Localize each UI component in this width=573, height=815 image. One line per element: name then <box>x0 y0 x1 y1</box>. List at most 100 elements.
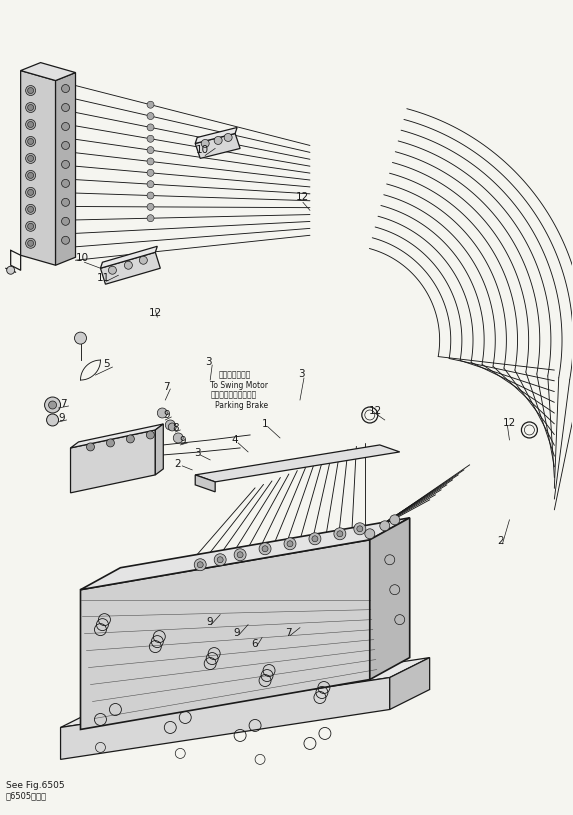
Circle shape <box>224 134 232 142</box>
Circle shape <box>26 170 36 180</box>
Polygon shape <box>61 677 390 760</box>
Circle shape <box>259 543 271 555</box>
Circle shape <box>194 559 206 570</box>
Text: 12: 12 <box>369 406 382 416</box>
Polygon shape <box>80 518 410 590</box>
Circle shape <box>61 85 69 93</box>
Text: See Fig.6505: See Fig.6505 <box>6 781 64 790</box>
Circle shape <box>147 147 154 153</box>
Circle shape <box>28 240 34 246</box>
Circle shape <box>127 435 135 443</box>
Circle shape <box>7 267 15 274</box>
Circle shape <box>158 408 167 418</box>
Circle shape <box>61 104 69 112</box>
Circle shape <box>26 136 36 147</box>
Circle shape <box>26 187 36 197</box>
Circle shape <box>26 153 36 164</box>
Polygon shape <box>195 475 215 492</box>
Text: 9: 9 <box>163 410 170 420</box>
Polygon shape <box>100 253 160 284</box>
Text: 12: 12 <box>148 308 162 318</box>
Polygon shape <box>21 71 56 265</box>
Circle shape <box>284 538 296 550</box>
Circle shape <box>28 173 34 178</box>
Circle shape <box>45 397 61 413</box>
Polygon shape <box>100 246 158 268</box>
Text: 3: 3 <box>194 448 201 458</box>
Text: 3: 3 <box>205 357 212 367</box>
Circle shape <box>147 192 154 199</box>
Circle shape <box>173 433 183 443</box>
Circle shape <box>28 189 34 196</box>
Text: 9: 9 <box>233 628 240 637</box>
Text: 3: 3 <box>298 369 305 379</box>
Text: 10: 10 <box>76 253 89 263</box>
Text: 8: 8 <box>172 423 179 433</box>
Circle shape <box>147 124 154 131</box>
Circle shape <box>390 515 400 525</box>
Text: 4: 4 <box>231 435 238 445</box>
Polygon shape <box>21 63 76 81</box>
Circle shape <box>312 535 318 542</box>
Circle shape <box>61 218 69 225</box>
Text: 5: 5 <box>104 359 110 369</box>
Text: 2: 2 <box>174 459 181 469</box>
Text: 12: 12 <box>503 418 516 428</box>
Circle shape <box>201 139 209 148</box>
Polygon shape <box>195 445 400 482</box>
Circle shape <box>107 439 115 447</box>
Circle shape <box>197 562 203 568</box>
Text: 2: 2 <box>497 535 504 546</box>
Circle shape <box>217 557 223 562</box>
Circle shape <box>61 179 69 187</box>
Polygon shape <box>390 658 430 710</box>
Circle shape <box>61 198 69 206</box>
Circle shape <box>337 531 343 537</box>
Circle shape <box>354 522 366 535</box>
Circle shape <box>334 528 346 540</box>
Polygon shape <box>61 658 430 728</box>
Circle shape <box>237 552 243 557</box>
Text: 9: 9 <box>179 436 186 446</box>
Polygon shape <box>56 73 76 265</box>
Circle shape <box>357 526 363 532</box>
Circle shape <box>214 553 226 566</box>
Circle shape <box>26 120 36 130</box>
Circle shape <box>28 87 34 94</box>
Circle shape <box>124 262 132 269</box>
Circle shape <box>214 136 222 144</box>
Text: パーキングブレーキへ: パーキングブレーキへ <box>210 390 257 399</box>
Polygon shape <box>370 518 410 680</box>
Text: 11: 11 <box>96 273 109 284</box>
Circle shape <box>309 533 321 544</box>
Circle shape <box>28 156 34 161</box>
Circle shape <box>287 541 293 547</box>
Circle shape <box>26 86 36 95</box>
Circle shape <box>365 529 375 539</box>
Circle shape <box>147 214 154 222</box>
Circle shape <box>26 222 36 231</box>
Circle shape <box>61 122 69 130</box>
Circle shape <box>61 161 69 169</box>
Text: 7: 7 <box>285 628 292 637</box>
Circle shape <box>46 414 58 426</box>
Circle shape <box>165 420 175 430</box>
Polygon shape <box>195 127 237 143</box>
Circle shape <box>108 267 116 274</box>
Circle shape <box>168 423 176 431</box>
Circle shape <box>28 206 34 213</box>
Polygon shape <box>70 424 163 448</box>
Circle shape <box>147 181 154 187</box>
Text: 6: 6 <box>251 639 258 649</box>
Circle shape <box>380 521 390 531</box>
Circle shape <box>61 142 69 149</box>
Circle shape <box>147 158 154 165</box>
Circle shape <box>147 204 154 210</box>
Circle shape <box>28 121 34 127</box>
Polygon shape <box>195 134 240 158</box>
Circle shape <box>146 431 154 439</box>
Text: 7: 7 <box>163 382 170 392</box>
Text: 12: 12 <box>296 192 309 202</box>
Circle shape <box>147 170 154 176</box>
Polygon shape <box>155 424 163 475</box>
